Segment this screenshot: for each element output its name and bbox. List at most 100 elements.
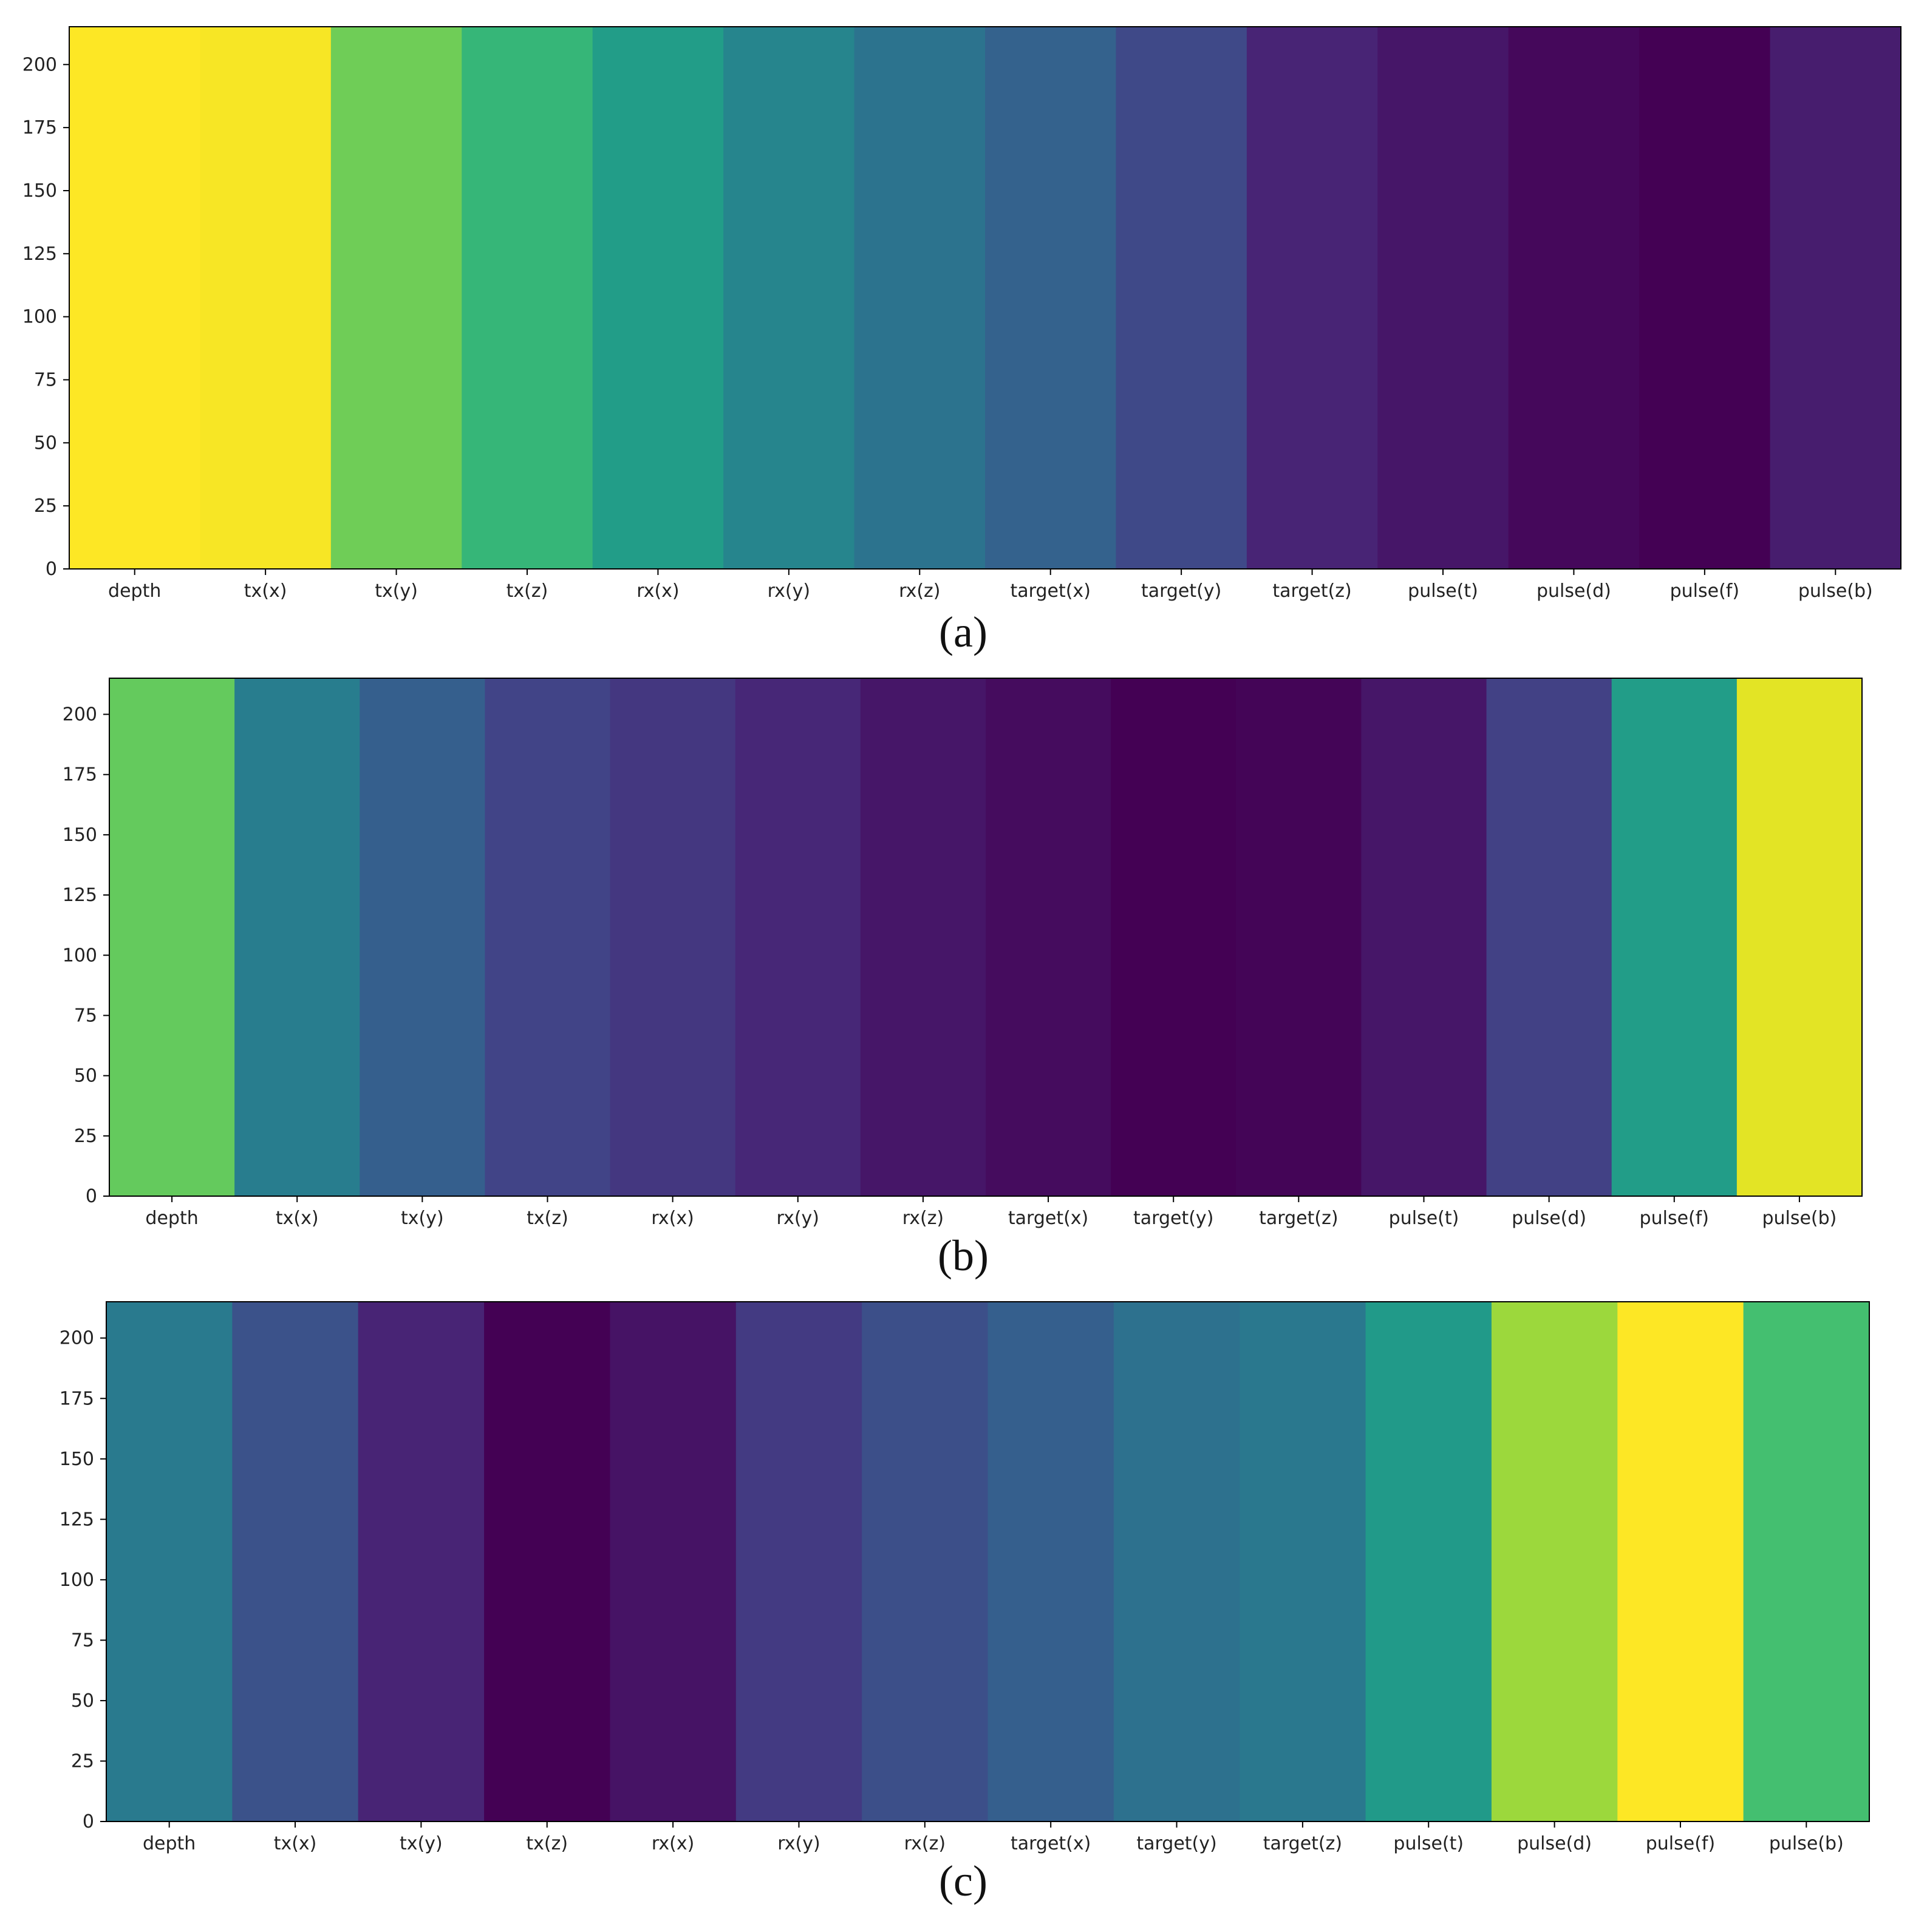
y-tick-label: 125	[22, 243, 57, 265]
heatmap-cell-rx(y)	[735, 678, 861, 1196]
x-tick-label: tx(y)	[400, 1833, 443, 1854]
x-tick-label: pulse(b)	[1769, 1833, 1844, 1854]
heatmap-cell-target(z)	[1240, 1302, 1366, 1821]
x-tick-label: depth	[108, 580, 161, 602]
heatmap-cell-tx(z)	[462, 27, 593, 569]
heatmap-cell-pulse(f)	[1639, 27, 1771, 569]
x-tick-label: target(y)	[1136, 1833, 1216, 1854]
heatmap-panel-0: 0 25 50 75 100 125 150 175 200 depth tx(x) tx(y) tx(…	[22, 26, 1901, 656]
heatmap-cell-rx(z)	[862, 1302, 989, 1821]
axes-frame	[69, 26, 1901, 570]
x-tick-label: pulse(f)	[1646, 1833, 1715, 1854]
x-tick-label: depth	[145, 1208, 198, 1229]
x-tick-label: rx(x)	[652, 1833, 694, 1854]
heatmap-cell-rx(x)	[592, 27, 724, 569]
heatmap-cell-pulse(d)	[1491, 1302, 1618, 1821]
y-tick-label: 25	[34, 495, 57, 517]
axes-frame	[106, 1301, 1870, 1822]
x-tick-label: pulse(f)	[1640, 1208, 1709, 1229]
x-tick-label: rx(y)	[777, 1208, 819, 1229]
x-tick-label: tx(x)	[274, 1833, 317, 1854]
heatmap-cell-target(x)	[986, 678, 1111, 1196]
heatmap-cell-target(x)	[987, 1302, 1114, 1821]
x-tick-label: pulse(t)	[1389, 1208, 1459, 1229]
x-tick-label: rx(y)	[777, 1833, 820, 1854]
x-tick-label: target(x)	[1011, 1833, 1091, 1854]
y-tick-label: 125	[63, 885, 97, 906]
y-tick-label: 175	[63, 764, 97, 786]
heatmap-panel-1: 0 25 50 75 100 125 150 175 200 depth tx(x) tx(y) tx(…	[63, 678, 1863, 1280]
x-tick-label: tx(x)	[276, 1208, 319, 1229]
y-tick-label: 0	[83, 1811, 94, 1832]
x-tick-label: pulse(d)	[1512, 1208, 1586, 1229]
panel-label: (b)	[938, 1231, 989, 1280]
y-tick-label: 75	[74, 1005, 97, 1026]
heatmap-cell-rx(y)	[735, 1302, 862, 1821]
y-tick-label: 50	[71, 1690, 94, 1712]
heatmap-cell-tx(x)	[200, 27, 332, 569]
heatmap-cell-tx(y)	[358, 1302, 485, 1821]
heatmap-cell-rx(z)	[860, 678, 986, 1196]
heatmap-cell-target(y)	[1116, 27, 1247, 569]
heatmap-cell-rx(z)	[854, 27, 986, 569]
y-tick-label: 200	[60, 1328, 94, 1349]
heatmap-cell-pulse(d)	[1486, 678, 1612, 1196]
panel-label: (a)	[939, 608, 987, 656]
y-tick-label: 25	[71, 1750, 94, 1772]
x-tick-label: rx(z)	[902, 1208, 944, 1229]
x-tick-label: depth	[143, 1833, 196, 1854]
x-tick-label: target(y)	[1141, 580, 1221, 602]
y-tick-label: 50	[74, 1066, 97, 1087]
heatmap-cell-depth	[69, 27, 201, 569]
panel-label: (c)	[939, 1857, 987, 1905]
y-tick-label: 125	[60, 1509, 94, 1530]
x-tick-label: target(x)	[1011, 580, 1091, 602]
x-tick-label: pulse(b)	[1762, 1208, 1837, 1229]
x-tick-label: target(z)	[1259, 1208, 1338, 1229]
heatmap-panel-2: 0 25 50 75 100 125 150 175 200 depth tx(x) tx(y) tx(…	[60, 1301, 1870, 1905]
x-tick-label: target(z)	[1272, 580, 1351, 602]
heatmap-cell-tx(z)	[485, 678, 611, 1196]
x-tick-label: pulse(t)	[1393, 1833, 1464, 1854]
x-tick-label: target(y)	[1133, 1208, 1213, 1229]
y-tick-label: 100	[60, 1570, 94, 1591]
heatmap-cell-pulse(t)	[1377, 27, 1509, 569]
heatmap-cell-tx(x)	[234, 678, 361, 1196]
heatmap-cell-depth	[109, 678, 235, 1196]
heatmap-cell-rx(x)	[610, 678, 736, 1196]
x-tick-label: tx(z)	[526, 1833, 568, 1854]
heatmap-cell-pulse(f)	[1611, 678, 1738, 1196]
y-tick-label: 150	[22, 180, 57, 202]
heatmap-cell-target(y)	[1111, 678, 1237, 1196]
heatmap-cell-pulse(b)	[1736, 678, 1863, 1196]
heatmap-cell-pulse(b)	[1743, 1302, 1870, 1821]
heatmap-cell-target(z)	[1236, 678, 1362, 1196]
y-tick-label: 100	[22, 307, 57, 328]
y-tick-label: 150	[63, 825, 97, 846]
y-tick-label: 75	[34, 369, 57, 390]
x-tick-label: tx(y)	[375, 580, 418, 602]
x-tick-label: rx(x)	[636, 580, 679, 602]
x-tick-label: rx(y)	[768, 580, 810, 602]
y-tick-label: 0	[86, 1186, 97, 1207]
y-tick-label: 0	[46, 559, 57, 580]
heatmap-cell-pulse(t)	[1361, 678, 1487, 1196]
x-tick-label: tx(z)	[506, 580, 548, 602]
x-tick-label: pulse(d)	[1536, 580, 1611, 602]
x-tick-label: rx(x)	[651, 1208, 694, 1229]
y-tick-label: 150	[60, 1449, 94, 1470]
x-tick-label: pulse(d)	[1517, 1833, 1592, 1854]
x-tick-label: rx(z)	[904, 1833, 946, 1854]
y-tick-label: 25	[74, 1126, 97, 1147]
x-tick-label: pulse(b)	[1798, 580, 1873, 602]
y-tick-label: 200	[63, 704, 97, 726]
heatmap-cell-tx(y)	[330, 27, 463, 569]
x-tick-label: target(z)	[1263, 1833, 1342, 1854]
heatmap-cell-pulse(t)	[1365, 1302, 1492, 1821]
heatmap-cell-rx(x)	[610, 1302, 737, 1821]
axes-frame	[109, 678, 1863, 1197]
x-tick-label: rx(z)	[899, 580, 940, 602]
x-tick-label: tx(y)	[401, 1208, 444, 1229]
y-tick-label: 100	[63, 945, 97, 966]
